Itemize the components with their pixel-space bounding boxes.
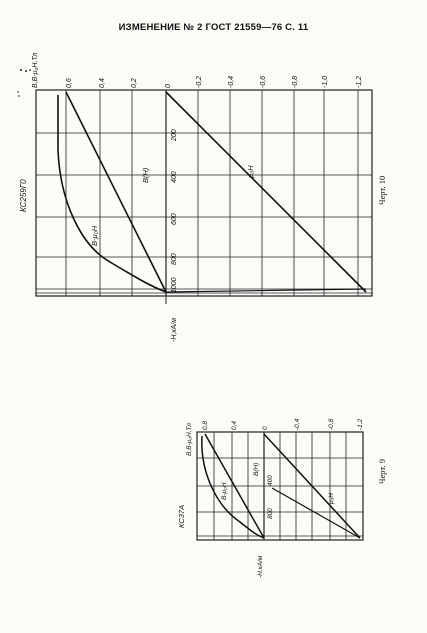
top-curve-b-mu [57, 95, 167, 293]
top-curve-b-h [65, 91, 167, 293]
top-curve-label-mu: μ₀H [246, 165, 255, 179]
top-grid [35, 89, 373, 297]
page-header: ИЗМЕНЕНИЕ № 2 ГОСТ 21559—76 С. 11 [118, 22, 309, 33]
bottom-left-tick: 0,8 [202, 421, 209, 430]
bottom-side-label: КС37А [177, 505, 186, 528]
bottom-curve-b-mu [201, 435, 265, 539]
top-right-tick: -1,0 [322, 76, 329, 88]
top-h-axis-label: -H,кА/м [171, 318, 178, 342]
bottom-left-tick: 0,4 [231, 421, 238, 430]
top-right-tick: -1,2 [356, 76, 363, 88]
top-right-tick: -0,8 [292, 76, 299, 88]
top-curve-mu [165, 91, 367, 293]
top-right-tick: -0,6 [260, 76, 267, 88]
top-curve-label-b-mu: B-μ₀H [90, 225, 99, 246]
top-chart [35, 89, 373, 304]
top-left-tick: 0,6 [66, 78, 73, 88]
top-h-tick: 200 [171, 129, 178, 142]
top-right-tick: -0,4 [228, 76, 235, 88]
top-left-tick: 0,4 [99, 78, 106, 88]
bottom-h-axis-label: -H,кА/м [257, 555, 264, 578]
top-h-tick: 600 [171, 213, 178, 225]
top-h-tick: 400 [171, 171, 178, 183]
bottom-curve-label-mu: μ₀H [328, 493, 335, 505]
bottom-y-axis-label: B,B-μ₀H,Тл [186, 423, 193, 456]
bottom-left-tick: 0 [262, 426, 269, 430]
bottom-right-tick: -1,2 [357, 418, 364, 430]
bottom-h-tick: 400 [267, 475, 274, 486]
top-curve-label-b-h: B(H) [141, 167, 150, 183]
bottom-curve-label-b-h: B(H) [253, 463, 260, 476]
top-right-tick: -0,2 [196, 76, 203, 88]
bottom-curve-b-h [204, 433, 265, 539]
top-h-tick: 1000 [171, 277, 178, 293]
bottom-curve-mu [263, 433, 361, 539]
bottom-h-tick: 800 [267, 508, 274, 519]
bottom-chart [196, 431, 364, 541]
bottom-curve-tail [271, 487, 361, 539]
scan-dots [17, 69, 31, 97]
top-side-label: КС259Г0 [19, 179, 28, 212]
bottom-curve-label-b-mu: B-μ₀H [221, 482, 228, 500]
top-caption: Черт. 10 [377, 176, 387, 205]
bottom-right-tick: -0,8 [328, 418, 335, 430]
top-left-tick: 0 [165, 84, 172, 88]
bottom-caption: Черт. 9 [377, 459, 387, 484]
top-curve-tail [165, 288, 367, 293]
top-left-tick: 0,2 [131, 78, 138, 88]
top-y-axis-label: B,B-μ₀H,Тл [32, 53, 39, 88]
bottom-right-tick: -0,4 [294, 418, 301, 430]
top-h-tick: 800 [171, 253, 178, 265]
